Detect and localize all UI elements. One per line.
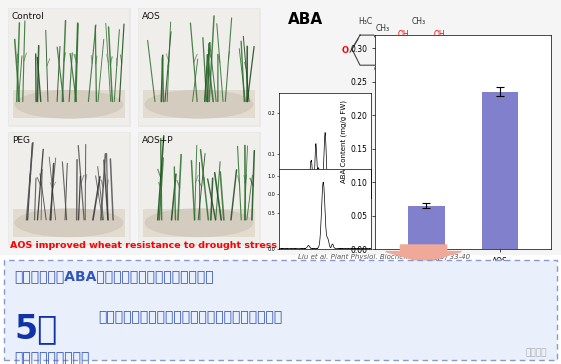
Text: 新型肥料: 新型肥料 xyxy=(526,349,547,357)
Bar xyxy=(143,209,255,237)
Y-axis label: ABA Content (mg/g FW): ABA Content (mg/g FW) xyxy=(341,100,347,183)
Text: CH₃: CH₃ xyxy=(374,66,387,72)
Ellipse shape xyxy=(145,90,253,118)
Ellipse shape xyxy=(15,209,123,237)
Text: H₃C: H₃C xyxy=(358,17,372,26)
Text: AOS: AOS xyxy=(142,12,161,21)
Ellipse shape xyxy=(15,90,123,118)
Bar xyxy=(408,206,445,249)
Bar xyxy=(13,209,125,237)
Bar xyxy=(481,92,518,249)
Bar xyxy=(9,134,129,244)
Bar xyxy=(8,8,130,126)
Text: O: O xyxy=(424,50,431,59)
Bar xyxy=(370,26,557,258)
Text: AOS: AOS xyxy=(319,267,332,272)
Text: OH: OH xyxy=(398,30,410,39)
Text: CH₃: CH₃ xyxy=(412,17,426,26)
Text: 等逆境的能力！！！: 等逆境的能力！！！ xyxy=(14,351,89,364)
Text: Control: Control xyxy=(314,217,337,222)
Bar xyxy=(139,134,259,244)
Text: AOS improved wheat resistance to drought stress: AOS improved wheat resistance to drought… xyxy=(10,241,277,250)
FancyArrow shape xyxy=(386,245,461,262)
Bar xyxy=(8,132,130,245)
Text: PEG: PEG xyxy=(12,136,30,146)
Ellipse shape xyxy=(145,209,253,237)
Text: O: O xyxy=(342,46,349,55)
Text: Liu et al. Plant Physiol. Biochem 62 (2013) 33-40: Liu et al. Plant Physiol. Biochem 62 (20… xyxy=(298,253,470,260)
Text: CH₃: CH₃ xyxy=(376,24,390,33)
Text: AOS+P: AOS+P xyxy=(142,136,173,146)
Text: ，显著提高植物抗干旱、寒冷、高温、盐渍和水涝: ，显著提高植物抗干旱、寒冷、高温、盐渍和水涝 xyxy=(98,310,282,324)
Bar xyxy=(143,90,255,118)
Text: 5倍: 5倍 xyxy=(14,312,57,345)
Bar xyxy=(138,132,260,245)
Bar xyxy=(139,9,259,125)
Text: ABA: ABA xyxy=(288,12,323,27)
Bar xyxy=(13,90,125,118)
Text: OH: OH xyxy=(434,30,445,39)
Text: 褐藻寡糖促进ABA（脂落酸）的合成，比对照提高: 褐藻寡糖促进ABA（脂落酸）的合成，比对照提高 xyxy=(14,269,214,284)
Text: Control: Control xyxy=(12,12,45,21)
Bar xyxy=(9,9,129,125)
Bar xyxy=(138,8,260,126)
